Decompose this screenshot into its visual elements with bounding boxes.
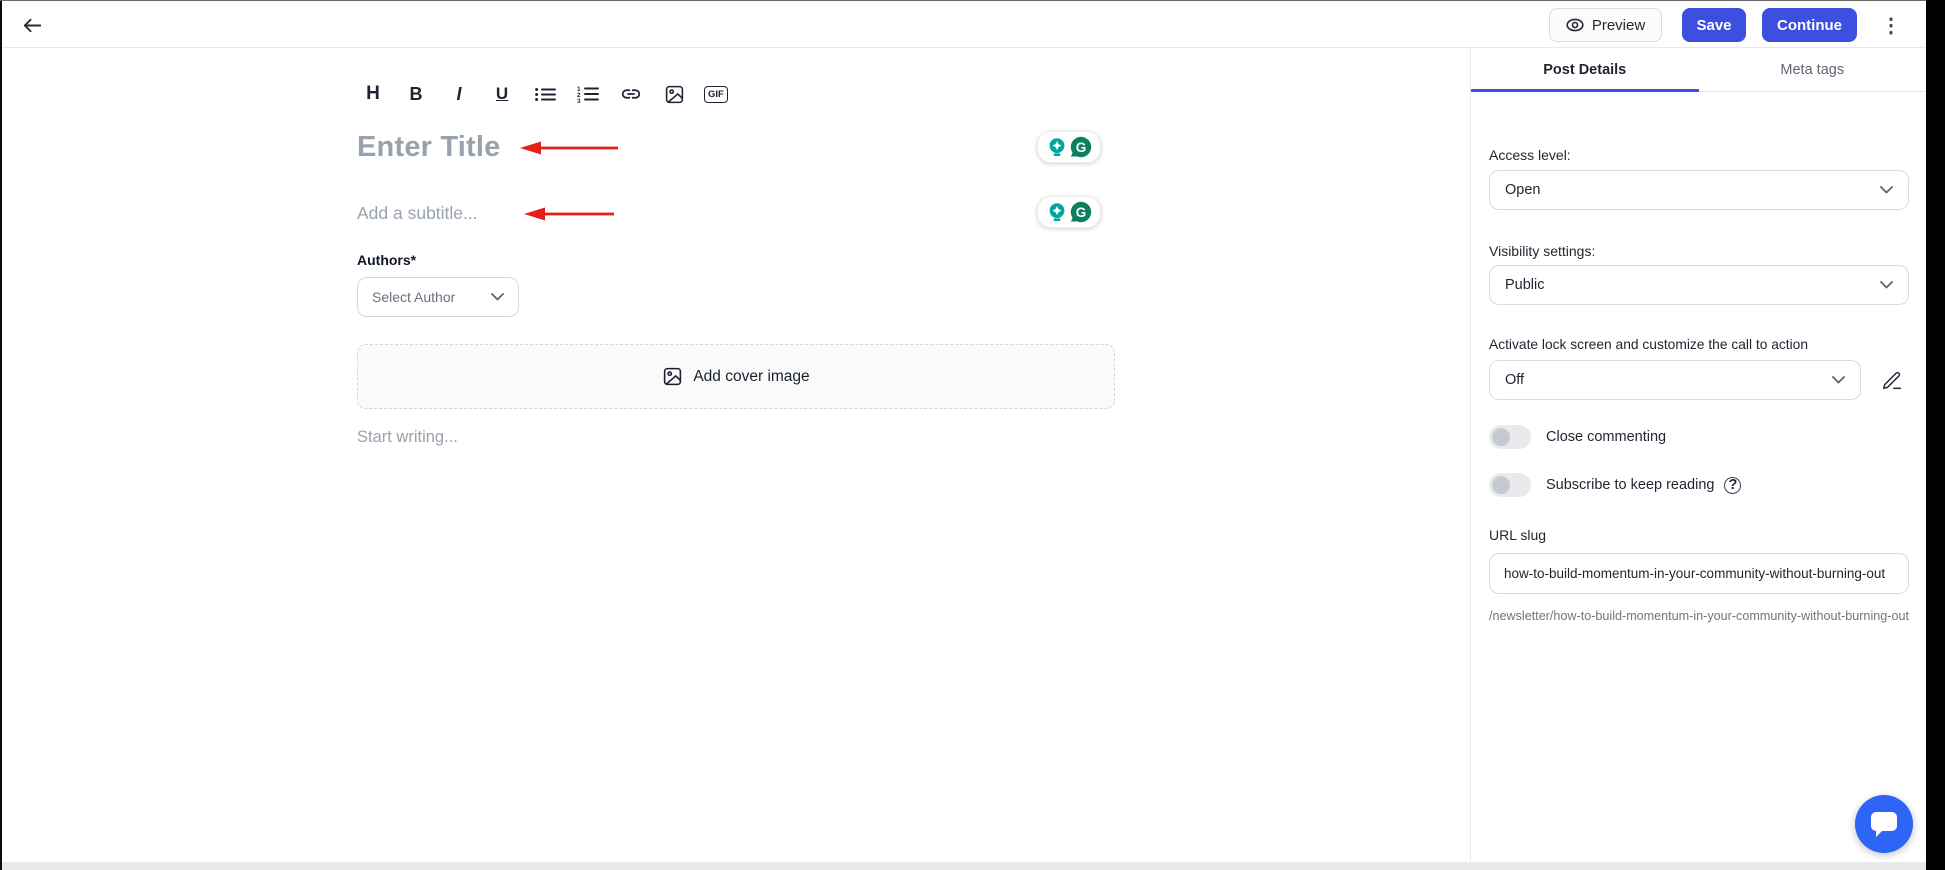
top-bar: Preview Save Continue ⋮ (2, 1, 1926, 48)
red-arrow-annotation (520, 140, 620, 156)
visibility-value: Public (1505, 277, 1545, 293)
url-slug-label: URL slug (1489, 527, 1547, 543)
preview-button[interactable]: Preview (1549, 8, 1662, 42)
grammarly-icon: G (1070, 136, 1092, 158)
grammarly-widget[interactable]: G (1037, 131, 1101, 163)
chat-launcher-button[interactable] (1855, 795, 1913, 853)
title-row: Enter Title (357, 131, 620, 164)
insert-gif-button[interactable]: GIF (704, 85, 728, 103)
access-level-label: Access level: (1489, 147, 1571, 163)
text-cursor-icon (361, 84, 363, 100)
grammarly-widget[interactable]: G (1037, 196, 1101, 228)
lock-screen-label: Activate lock screen and customize the c… (1489, 337, 1809, 352)
chevron-down-icon (1880, 186, 1893, 194)
author-select[interactable]: Select Author (357, 277, 519, 317)
save-button[interactable]: Save (1682, 8, 1746, 42)
image-icon (664, 84, 685, 105)
kebab-icon: ⋮ (1881, 14, 1901, 37)
back-button[interactable] (18, 11, 46, 39)
svg-text:1: 1 (577, 86, 581, 93)
pencil-icon (1881, 370, 1903, 392)
lock-screen-value: Off (1505, 372, 1525, 388)
visibility-select[interactable]: Public (1489, 265, 1909, 305)
window-border-bottom (2, 862, 1926, 870)
scrollbar-track[interactable] (1926, 0, 1945, 870)
close-commenting-toggle[interactable] (1489, 425, 1531, 449)
help-icon[interactable]: ? (1724, 476, 1742, 494)
edit-cta-button[interactable] (1879, 368, 1905, 394)
chevron-down-icon (491, 293, 504, 301)
toggle-knob (1492, 476, 1510, 494)
more-options-button[interactable]: ⋮ (1874, 8, 1908, 42)
access-level-select[interactable]: Open (1489, 170, 1909, 210)
url-slug-input[interactable] (1489, 553, 1909, 594)
svg-text:G: G (1075, 140, 1086, 155)
eye-icon (1566, 18, 1584, 32)
lock-screen-select[interactable]: Off (1489, 360, 1861, 400)
svg-text:2: 2 (577, 92, 581, 99)
subtitle-input[interactable]: Add a subtitle... (357, 203, 478, 223)
suggestion-bulb-icon (1047, 137, 1067, 158)
heading-button[interactable]: H (360, 80, 386, 108)
tab-meta-tags[interactable]: Meta tags (1699, 48, 1927, 91)
tab-post-details[interactable]: Post Details (1471, 48, 1699, 92)
link-icon (620, 83, 642, 105)
chevron-down-icon (1880, 281, 1893, 289)
access-level-value: Open (1505, 182, 1541, 198)
window-border-top (0, 0, 1945, 1)
italic-button[interactable]: I (446, 80, 472, 108)
bullet-list-icon (534, 86, 556, 103)
close-commenting-row: Close commenting (1489, 425, 1666, 449)
add-cover-image-button[interactable]: Add cover image (357, 344, 1115, 409)
subscribe-row: Subscribe to keep reading ? (1489, 473, 1742, 497)
author-select-value: Select Author (372, 289, 456, 305)
insert-image-button[interactable] (661, 80, 687, 108)
bullet-list-button[interactable] (532, 80, 558, 108)
url-preview-text: /newsletter/how-to-build-momentum-in-you… (1489, 609, 1909, 623)
image-icon (662, 366, 683, 387)
link-button[interactable] (618, 80, 644, 108)
svg-text:3: 3 (577, 98, 581, 103)
preview-label: Preview (1591, 16, 1646, 34)
sidebar-tabs: Post Details Meta tags (1471, 48, 1926, 92)
subscribe-toggle[interactable] (1489, 473, 1531, 497)
arrow-left-icon (21, 14, 44, 37)
authors-label: Authors* (357, 252, 417, 268)
toggle-knob (1492, 428, 1510, 446)
red-arrow-annotation (523, 206, 616, 222)
bold-button[interactable]: B (403, 80, 429, 108)
body-editor[interactable]: Start writing... (357, 428, 458, 446)
underline-button[interactable]: U (489, 80, 515, 108)
cover-label: Add cover image (693, 367, 810, 385)
title-input[interactable]: Enter Title (357, 131, 501, 163)
chat-bubble-icon (1869, 810, 1899, 838)
suggestion-bulb-icon (1047, 202, 1067, 223)
post-details-sidebar: Post Details Meta tags Access level: Ope… (1470, 48, 1926, 862)
visibility-label: Visibility settings: (1489, 243, 1596, 259)
svg-text:G: G (1075, 205, 1086, 220)
continue-button[interactable]: Continue (1762, 8, 1857, 42)
heading-glyph: H (366, 83, 380, 104)
subtitle-row: Add a subtitle... (357, 203, 616, 224)
window-border-left (0, 0, 2, 870)
grammarly-icon: G (1070, 201, 1092, 223)
subscribe-label: Subscribe to keep reading (1546, 477, 1715, 493)
close-commenting-label: Close commenting (1546, 429, 1667, 445)
chevron-down-icon (1832, 376, 1845, 384)
